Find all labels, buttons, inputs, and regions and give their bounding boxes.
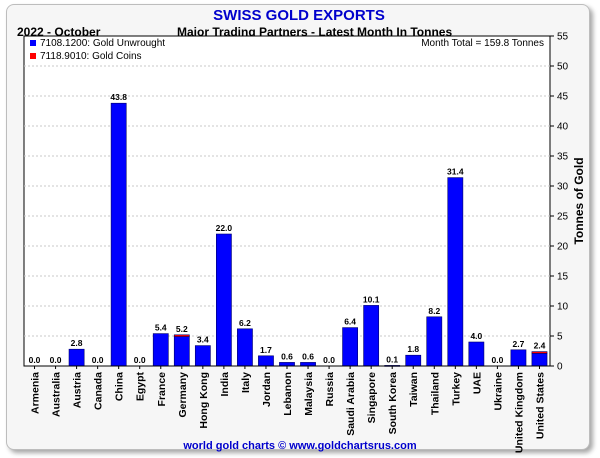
bar-unwrought (405, 354, 422, 367)
y-tick-label: 5 (557, 332, 563, 343)
bar-unwrought (173, 336, 190, 367)
bar-unwrought (300, 362, 316, 367)
bar-unwrought (152, 333, 169, 367)
data-label: 4.0 (470, 331, 482, 341)
x-tick-label: Thailand (429, 372, 441, 415)
data-label: 5.4 (155, 323, 167, 333)
data-label: 0.0 (134, 355, 146, 365)
bar-unwrought (447, 177, 464, 367)
x-tick-label: South Korea (387, 372, 399, 435)
data-label: 22.0 (216, 223, 233, 233)
y-tick-label: 20 (557, 242, 569, 253)
x-tick-label: Saudi Arabia (345, 372, 357, 436)
data-label: 6.2 (239, 318, 251, 328)
x-tick-label: Australia (51, 372, 63, 417)
y-tick-label: 45 (557, 92, 569, 103)
x-tick-label: Taiwan (408, 372, 420, 407)
plot-area (23, 35, 551, 367)
y-axis-label: Tonnes of Gold (572, 157, 586, 244)
bar-unwrought (258, 355, 274, 367)
x-tick-label: United Kingdom (513, 372, 525, 453)
y-tick-label: 30 (557, 182, 569, 193)
x-tick-label: Ukraine (492, 372, 504, 411)
data-label: 5.2 (176, 324, 188, 334)
data-label: 0.0 (323, 355, 335, 365)
x-tick-label: China (114, 372, 126, 401)
bar-unwrought (68, 348, 85, 367)
data-label: 0.6 (302, 351, 314, 361)
x-tick-label: Armenia (30, 372, 42, 414)
data-label: 6.4 (344, 317, 356, 327)
x-tick-label: Egypt (135, 372, 147, 402)
legend-label: 7108.1200: Gold Unwrought (40, 38, 165, 49)
x-tick-label: Lebanon (282, 372, 294, 416)
x-tick-label: United States (534, 372, 546, 439)
data-label: 1.7 (260, 345, 272, 355)
bar-unwrought (363, 305, 380, 367)
bar-unwrought (279, 362, 295, 367)
y-tick-label: 15 (557, 272, 569, 283)
data-label: 3.4 (197, 335, 209, 345)
data-label: 2.8 (71, 338, 83, 348)
data-label: 2.4 (534, 341, 546, 351)
bar-coins (531, 351, 548, 354)
bar-unwrought (342, 327, 358, 367)
data-label: 0.1 (386, 354, 398, 364)
data-label: 10.1 (363, 294, 380, 304)
x-tick-label: India (219, 372, 231, 397)
x-tick-label: Turkey (450, 372, 462, 406)
bar-unwrought (110, 102, 127, 367)
month-total-annotation: Month Total = 159.8 Tonnes (421, 38, 544, 49)
data-label: 1.8 (407, 344, 419, 354)
x-tick-label: Hong Kong (198, 372, 210, 429)
data-label: 43.8 (110, 92, 127, 102)
x-tick-label: UAE (471, 372, 483, 394)
y-tick-label: 0 (557, 362, 563, 373)
x-tick-label: Canada (93, 372, 105, 410)
x-tick-label: Russia (324, 372, 336, 407)
legend-swatch (30, 53, 36, 59)
x-tick-label: France (156, 372, 168, 407)
y-tick-label: 50 (557, 62, 569, 73)
x-tick-label: Germany (177, 372, 189, 418)
data-label: 31.4 (447, 167, 464, 177)
data-label: 0.0 (50, 355, 62, 365)
data-label: 2.7 (513, 339, 525, 349)
bar-coins (173, 334, 190, 337)
legend-label: 7118.9010: Gold Coins (40, 51, 142, 62)
bar-unwrought (237, 328, 253, 367)
legend-swatch (30, 40, 36, 46)
y-tick-label: 10 (557, 302, 569, 313)
chart-footer: world gold charts © www.goldchartsrus.co… (183, 440, 417, 452)
y-tick-label: 35 (557, 152, 569, 163)
y-tick-label: 25 (557, 212, 569, 223)
x-tick-label: Jordan (261, 372, 273, 407)
y-tick-label: 40 (557, 122, 569, 133)
x-tick-label: Italy (240, 372, 252, 393)
data-label: 8.2 (428, 306, 440, 316)
data-label: 0.0 (491, 355, 503, 365)
x-tick-label: Malaysia (303, 372, 315, 416)
y-tick-label: 55 (557, 32, 569, 43)
bar-unwrought (531, 353, 548, 367)
data-label: 0.6 (281, 351, 293, 361)
bar-unwrought (194, 345, 211, 367)
bar-unwrought (468, 341, 485, 367)
bar-unwrought (216, 233, 232, 367)
chart-title: SWISS GOLD EXPORTS (213, 7, 385, 24)
x-tick-label: Singapore (366, 372, 378, 424)
bar-unwrought (510, 349, 527, 367)
data-label: 0.0 (92, 355, 104, 365)
bar-unwrought (426, 316, 443, 367)
x-tick-label: Austria (72, 372, 84, 408)
data-label: 0.0 (29, 355, 41, 365)
